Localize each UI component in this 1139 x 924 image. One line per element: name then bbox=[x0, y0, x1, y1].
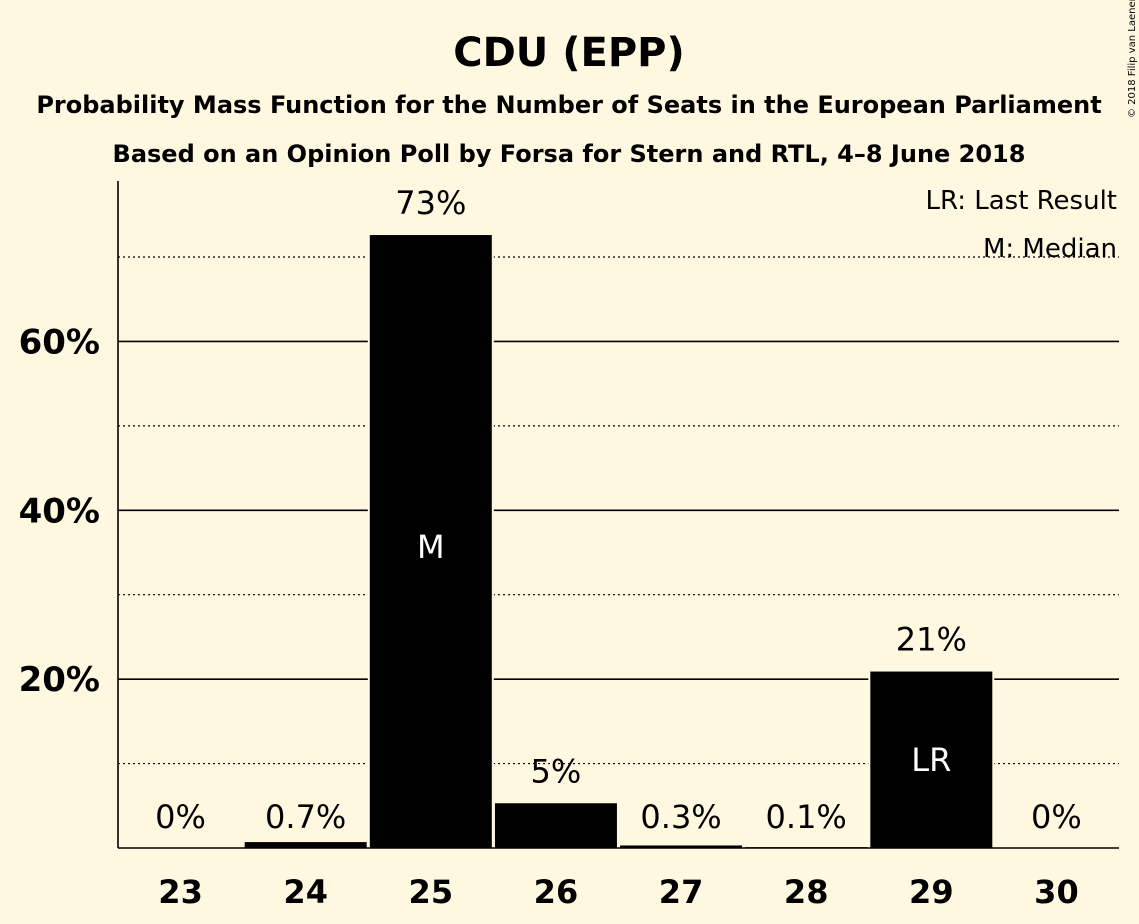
axes: 20% 40% 60% bbox=[19, 181, 1119, 849]
x-tick-24: 24 bbox=[283, 873, 328, 911]
x-tick-25: 25 bbox=[409, 873, 454, 911]
legend-last-result: LR: Last Result bbox=[925, 186, 1117, 216]
x-tick-27: 27 bbox=[659, 873, 704, 911]
gridlines bbox=[118, 256, 1119, 765]
bar-29 bbox=[870, 671, 993, 848]
value-label-27: 0.3% bbox=[640, 798, 721, 836]
chart-title: CDU (EPP) bbox=[453, 30, 684, 76]
bar-27 bbox=[620, 845, 743, 848]
value-label-30: 0% bbox=[1031, 798, 1082, 836]
bar-marker-m: M bbox=[417, 528, 445, 566]
x-tick-30: 30 bbox=[1034, 873, 1079, 911]
value-label-28: 0.1% bbox=[766, 798, 847, 836]
value-label-23: 0% bbox=[155, 798, 206, 836]
bars bbox=[242, 233, 995, 848]
labels: 0% 23 0.7% 24 73% M 25 5% 26 0.3% 27 0.1% 28 21% LR 29 0… bbox=[155, 184, 1082, 911]
value-label-25: 73% bbox=[395, 184, 466, 222]
bar-marker-lr: LR bbox=[911, 741, 951, 779]
copyright-text: © 2018 Filip van Laenen bbox=[1127, 0, 1138, 118]
bar-26 bbox=[494, 803, 617, 848]
bar-24 bbox=[244, 842, 367, 848]
y-tick-40: 40% bbox=[19, 491, 100, 531]
value-label-26: 5% bbox=[531, 752, 582, 790]
chart-subtitle-2: Based on an Opinion Poll by Forsa for St… bbox=[113, 140, 1026, 168]
bar-25 bbox=[369, 235, 492, 848]
x-tick-26: 26 bbox=[534, 873, 579, 911]
chart-subtitle-1: Probability Mass Function for the Number… bbox=[36, 91, 1101, 119]
x-tick-28: 28 bbox=[784, 873, 829, 911]
value-label-29: 21% bbox=[896, 621, 967, 659]
value-label-24: 0.7% bbox=[265, 798, 346, 836]
x-tick-23: 23 bbox=[158, 873, 203, 911]
y-tick-20: 20% bbox=[19, 660, 100, 700]
legend-median: M: Median bbox=[983, 234, 1117, 264]
x-tick-29: 29 bbox=[909, 873, 954, 911]
bar-gap-28 bbox=[743, 845, 870, 848]
y-tick-60: 60% bbox=[19, 322, 100, 362]
